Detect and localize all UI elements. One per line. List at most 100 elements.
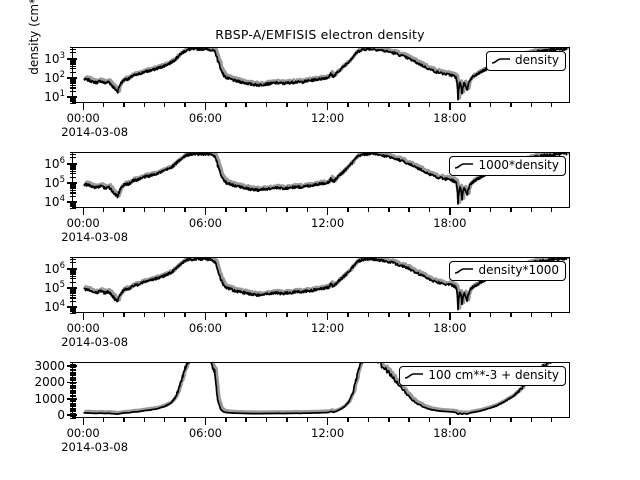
x-tick-mark-minor (184, 103, 186, 107)
x-tick-mark-minor (510, 103, 512, 107)
x-tick-mark-minor (510, 418, 512, 422)
y-tick-label: 106 (44, 155, 65, 171)
y-tick-mark-minor (69, 388, 76, 390)
y-axis-label: density (cm**-3) (27, 0, 41, 75)
y-tick-mark-minor (69, 153, 76, 156)
x-tick-mark-minor (225, 103, 227, 107)
x-tick-mark-minor (388, 208, 390, 212)
x-tick-mark-major (82, 103, 84, 110)
y-tick-mark-minor (69, 293, 76, 295)
x-tick-mark-minor (388, 313, 390, 317)
x-tick-mark-minor (184, 418, 186, 422)
y-tick-mark-minor (69, 396, 76, 398)
y-tick-mark-minor (69, 376, 76, 378)
x-tick-label: 18:00 (433, 321, 467, 335)
y-tick-mark-minor (69, 97, 76, 99)
x-tick-mark-minor (245, 103, 247, 107)
x-tick-label: 18:00 (433, 111, 467, 125)
x-tick-label: 00:00 (66, 426, 100, 440)
y-tick-mark-minor (69, 278, 76, 280)
x-tick-mark-minor (428, 418, 431, 422)
y-tick-mark-minor (69, 386, 76, 388)
x-axis-date-label: 2014-03-08 (61, 230, 129, 244)
y-tick-mark-minor (69, 404, 76, 406)
data-curve (83, 258, 568, 311)
x-tick-mark-minor (265, 313, 268, 317)
legend-label: density*1000 (478, 263, 559, 277)
y-tick-mark-minor (69, 399, 76, 401)
x-tick-mark-minor (225, 313, 227, 317)
y-tick-label: 102 (44, 69, 65, 85)
data-curve (83, 363, 552, 416)
y-tick-mark-minor (69, 190, 76, 192)
y-tick-mark-minor (69, 309, 76, 311)
x-tick-mark-major (82, 208, 84, 215)
y-tick-mark-minor (69, 291, 76, 293)
x-tick-mark-minor (408, 208, 410, 212)
y-tick-mark-minor (69, 272, 76, 274)
y-tick-mark-minor (69, 173, 76, 175)
y-tick-label: 0 (57, 408, 65, 423)
y-tick-mark-minor (69, 85, 76, 87)
y-tick-mark-minor (69, 98, 76, 100)
x-tick-mark-minor (245, 313, 247, 317)
y-tick-mark-minor (69, 402, 76, 404)
x-tick-mark-minor (163, 418, 166, 422)
y-tick-mark-minor (69, 68, 76, 70)
x-tick-mark-minor (428, 208, 431, 212)
y-tick-label: 104 (44, 299, 65, 315)
x-tick-mark-minor (123, 418, 125, 422)
y-tick-mark-minor (69, 415, 76, 418)
y-tick-mark-minor (69, 417, 76, 419)
legend-box[interactable]: 1000*density (449, 156, 566, 176)
legend-box[interactable]: 100 cm**-3 + density (399, 366, 566, 386)
y-tick-mark-minor (69, 363, 76, 365)
x-tick-mark-minor (347, 103, 349, 107)
y-tick-mark-minor (69, 362, 76, 364)
y-tick-mark-minor (69, 48, 76, 51)
data-curve-group (83, 363, 553, 416)
x-tick-mark-major (204, 208, 207, 215)
x-tick-mark-major (449, 418, 451, 425)
x-tick-label: 18:00 (433, 216, 467, 230)
y-tick-mark-minor (69, 90, 76, 93)
y-tick-mark-major (67, 201, 77, 204)
x-tick-mark-minor (489, 418, 492, 422)
x-tick-mark-minor (286, 208, 288, 212)
legend-box[interactable]: density*1000 (449, 261, 566, 281)
x-tick-mark-minor (510, 313, 512, 317)
x-tick-mark-minor (184, 313, 186, 317)
y-tick-mark-minor (69, 205, 76, 208)
x-axis-date-label: 2014-03-08 (61, 440, 129, 454)
x-tick-mark-minor (489, 313, 492, 317)
y-tick-mark-minor (69, 389, 76, 391)
x-tick-mark-minor (163, 208, 166, 212)
y-tick-mark-minor (69, 87, 76, 89)
x-tick-mark-minor (265, 418, 268, 422)
x-tick-mark-minor (306, 418, 309, 422)
x-tick-mark-minor (286, 103, 288, 107)
y-tick-mark-minor (69, 268, 76, 271)
y-tick-mark-major (67, 162, 77, 165)
y-tick-mark-minor (69, 310, 76, 313)
legend-line-icon (455, 162, 474, 169)
x-tick-mark-minor (530, 208, 533, 212)
x-tick-mark-minor (347, 313, 349, 317)
legend-box[interactable]: density (486, 51, 566, 71)
y-tick-mark-minor (69, 370, 76, 372)
y-tick-label: 3000 (34, 359, 65, 374)
x-tick-mark-minor (469, 313, 471, 317)
x-tick-label: 12:00 (311, 216, 345, 230)
x-tick-mark-minor (367, 208, 370, 212)
y-tick-mark-minor (69, 307, 76, 309)
y-tick-mark-minor (69, 46, 76, 48)
y-tick-mark-minor (69, 188, 76, 190)
x-tick-label: 12:00 (311, 321, 345, 335)
y-tick-mark-minor (69, 63, 76, 66)
x-tick-mark-minor (550, 208, 553, 212)
x-tick-mark-minor (469, 418, 471, 422)
y-tick-mark-minor (69, 297, 76, 299)
y-tick-mark-minor (69, 79, 76, 81)
data-curve-group (83, 153, 569, 205)
x-axis-date-label: 2014-03-08 (61, 125, 129, 139)
